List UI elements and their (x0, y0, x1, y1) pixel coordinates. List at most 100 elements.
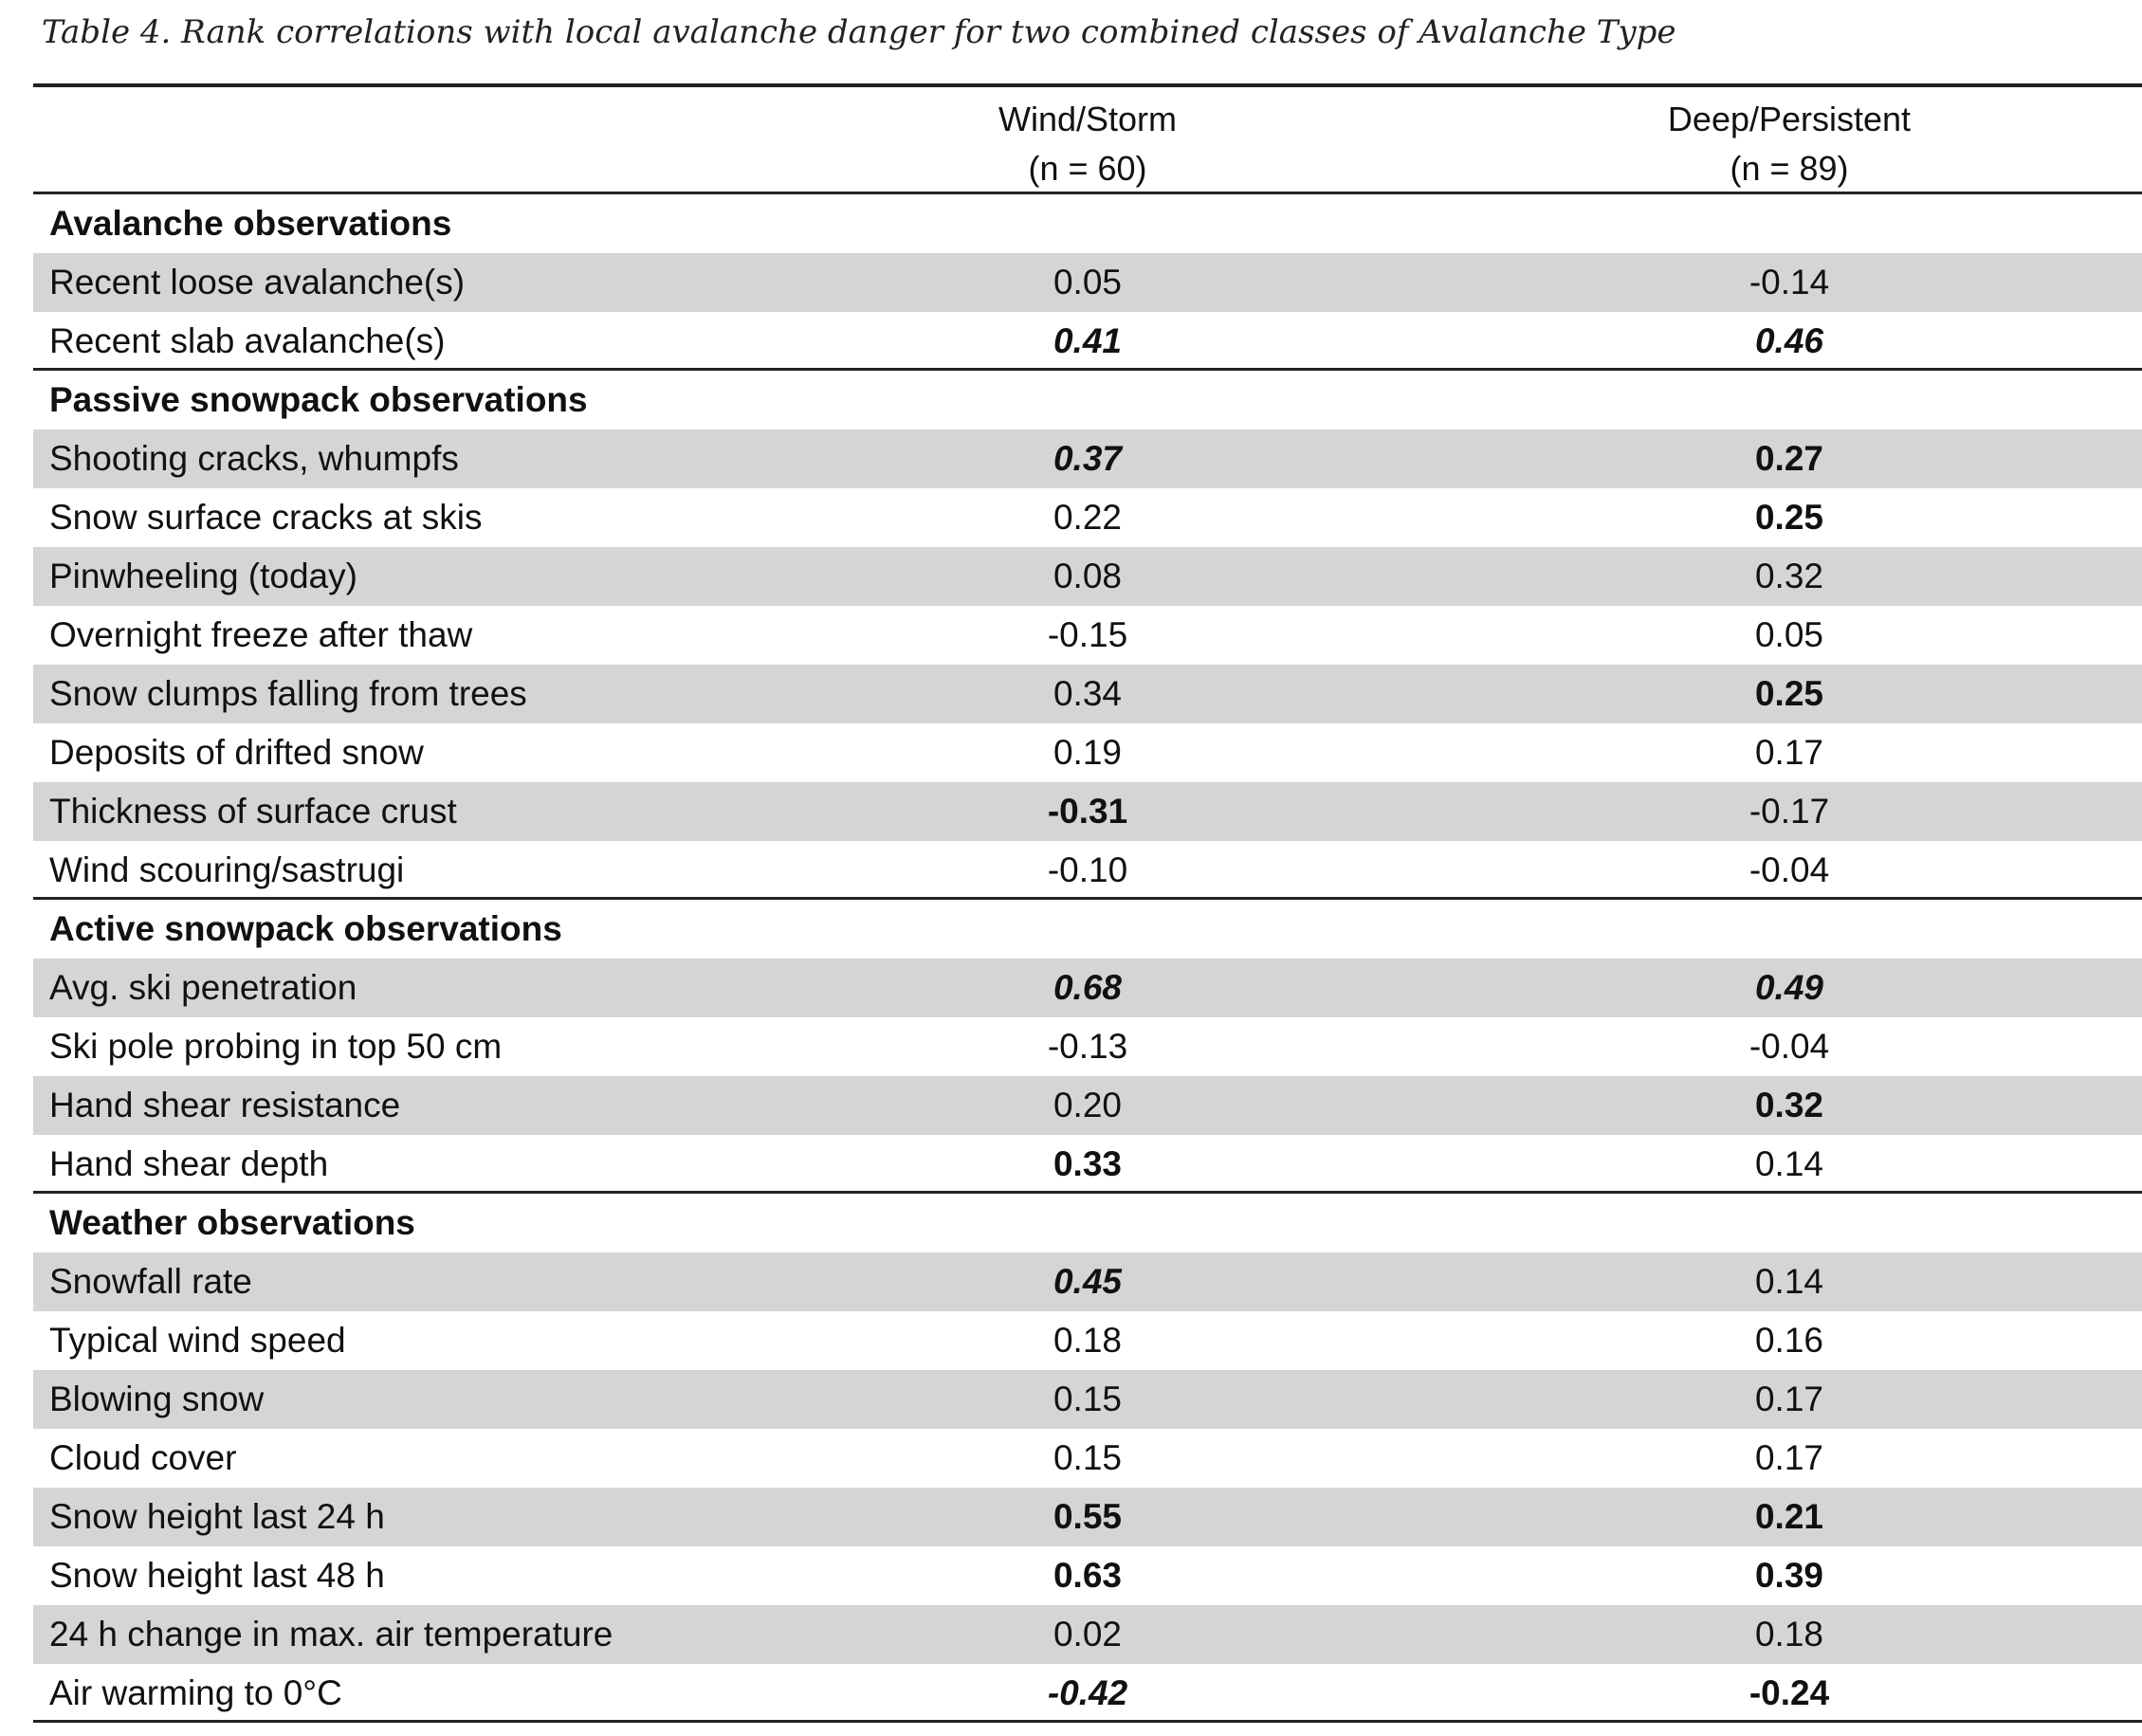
data-row: Typical wind speed 0.18 0.16 (33, 1311, 2142, 1370)
data-row: Snowfall rate 0.45 0.14 (33, 1252, 2142, 1311)
cell-value: 0.18 (1754, 1615, 1823, 1654)
cell-value: 0.02 (1053, 1615, 1122, 1654)
row-label: Snow clumps falling from trees (49, 674, 527, 713)
cell-value: -0.31 (1047, 792, 1128, 831)
cell-value: 0.45 (1053, 1262, 1122, 1301)
data-row: Blowing snow 0.15 0.17 (33, 1370, 2142, 1429)
data-row: Ski pole probing in top 50 cm -0.13 -0.04 (33, 1017, 2142, 1076)
section-title: Avalanche observations (49, 204, 452, 243)
row-label: Pinwheeling (today) (49, 557, 357, 595)
table: Wind/Storm (n = 60) Deep/Persistent (n = 89… (33, 83, 2142, 1723)
row-label: Snowfall rate (49, 1262, 252, 1301)
cell-value: 0.17 (1754, 1438, 1823, 1477)
cell-value: 0.22 (1053, 498, 1122, 537)
data-row: Recent slab avalanche(s) 0.41 0.46 (33, 312, 2142, 371)
cell-value: 0.20 (1053, 1086, 1122, 1124)
section-row: Active snowpack observations (33, 900, 2142, 959)
row-label: Hand shear resistance (49, 1086, 401, 1124)
data-row: Snow height last 24 h 0.55 0.21 (33, 1488, 2142, 1546)
data-row: Snow clumps falling from trees 0.34 0.25 (33, 665, 2142, 723)
row-label: Air warming to 0°C (49, 1673, 342, 1712)
cell-value: 0.14 (1754, 1144, 1823, 1183)
row-label: Thickness of surface crust (49, 792, 457, 831)
cell-value: 0.27 (1754, 439, 1823, 478)
data-row: Recent loose avalanche(s) 0.05 -0.14 (33, 253, 2142, 312)
cell-value: 0.17 (1754, 733, 1823, 772)
cell-value: -0.15 (1047, 615, 1128, 654)
row-label: 24 h change in max. air temperature (49, 1615, 613, 1654)
data-row: Cloud cover 0.15 0.17 (33, 1429, 2142, 1488)
cell-value: -0.24 (1748, 1673, 1830, 1712)
cell-value: -0.04 (1748, 850, 1830, 889)
cell-value: 0.55 (1053, 1497, 1122, 1536)
cell-value: -0.04 (1748, 1027, 1830, 1066)
cell-value: -0.14 (1748, 263, 1830, 302)
row-label: Blowing snow (49, 1380, 265, 1418)
table-title: Table 4. Rank correlations with local av… (42, 13, 1676, 51)
cell-value: 0.33 (1053, 1144, 1122, 1183)
cell-value: 0.16 (1754, 1321, 1823, 1360)
data-row: Snow surface cracks at skis 0.22 0.25 (33, 488, 2142, 547)
cell-value: 0.32 (1754, 1086, 1823, 1124)
cell-value: 0.19 (1053, 733, 1122, 772)
section-row: Passive snowpack observations (33, 371, 2142, 429)
row-label: Typical wind speed (49, 1321, 346, 1360)
cell-value: 0.68 (1053, 968, 1122, 1007)
row-label: Wind scouring/sastrugi (49, 850, 405, 889)
cell-value: -0.13 (1047, 1027, 1128, 1066)
cell-value: -0.10 (1047, 850, 1128, 889)
cell-value: 0.46 (1754, 321, 1823, 360)
column-header: Wind/Storm (n = 60) (803, 95, 1372, 193)
row-label: Recent slab avalanche(s) (49, 321, 446, 360)
cell-value: 0.39 (1754, 1556, 1823, 1595)
row-label: Hand shear depth (49, 1144, 329, 1183)
data-row: Snow height last 48 h 0.63 0.39 (33, 1546, 2142, 1605)
row-label: Overnight freeze after thaw (49, 615, 473, 654)
data-row: Air warming to 0°C -0.42 -0.24 (33, 1664, 2142, 1723)
row-label: Shooting cracks, whumpfs (49, 439, 459, 478)
column-header: Deep/Persistent (n = 89) (1505, 95, 2074, 193)
row-label: Snow surface cracks at skis (49, 498, 483, 537)
data-row: Shooting cracks, whumpfs 0.37 0.27 (33, 429, 2142, 488)
header-row: Wind/Storm (n = 60) Deep/Persistent (n = 89… (33, 87, 2142, 194)
row-label: Ski pole probing in top 50 cm (49, 1027, 503, 1066)
data-row: Thickness of surface crust -0.31 -0.17 (33, 782, 2142, 841)
column-header-line: (n = 89) (1730, 149, 1849, 188)
cell-value: 0.25 (1754, 674, 1823, 713)
cell-value: 0.63 (1053, 1556, 1122, 1595)
data-row: Overnight freeze after thaw -0.15 0.05 (33, 606, 2142, 665)
cell-value: 0.41 (1053, 321, 1122, 360)
cell-value: 0.18 (1053, 1321, 1122, 1360)
column-header-line: (n = 60) (1028, 149, 1147, 188)
cell-value: 0.17 (1754, 1380, 1823, 1418)
data-row: Hand shear depth 0.33 0.14 (33, 1135, 2142, 1194)
cell-value: 0.15 (1053, 1438, 1122, 1477)
section-title: Active snowpack observations (49, 909, 562, 948)
section-row: Avalanche observations (33, 194, 2142, 253)
row-label: Recent loose avalanche(s) (49, 263, 466, 302)
data-row: Pinwheeling (today) 0.08 0.32 (33, 547, 2142, 606)
row-label: Snow height last 24 h (49, 1497, 385, 1536)
data-row: Avg. ski penetration 0.68 0.49 (33, 959, 2142, 1017)
section-title: Passive snowpack observations (49, 380, 588, 419)
cell-value: 0.49 (1754, 968, 1823, 1007)
cell-value: 0.34 (1053, 674, 1122, 713)
row-label: Deposits of drifted snow (49, 733, 424, 772)
data-row: Hand shear resistance 0.20 0.32 (33, 1076, 2142, 1135)
row-label: Cloud cover (49, 1438, 237, 1477)
section-title: Weather observations (49, 1203, 415, 1242)
row-label: Avg. ski penetration (49, 968, 357, 1007)
cell-value: 0.32 (1754, 557, 1823, 595)
data-row: Deposits of drifted snow 0.19 0.17 (33, 723, 2142, 782)
cell-value: 0.37 (1053, 439, 1122, 478)
column-header-line: Wind/Storm (998, 100, 1178, 138)
cell-value: 0.25 (1754, 498, 1823, 537)
cell-value: -0.17 (1748, 792, 1830, 831)
data-row: Wind scouring/sastrugi -0.10 -0.04 (33, 841, 2142, 900)
row-label: Snow height last 48 h (49, 1556, 385, 1595)
cell-value: 0.05 (1053, 263, 1122, 302)
cell-value: 0.14 (1754, 1262, 1823, 1301)
section-row: Weather observations (33, 1194, 2142, 1252)
column-header-line: Deep/Persistent (1667, 100, 1912, 138)
